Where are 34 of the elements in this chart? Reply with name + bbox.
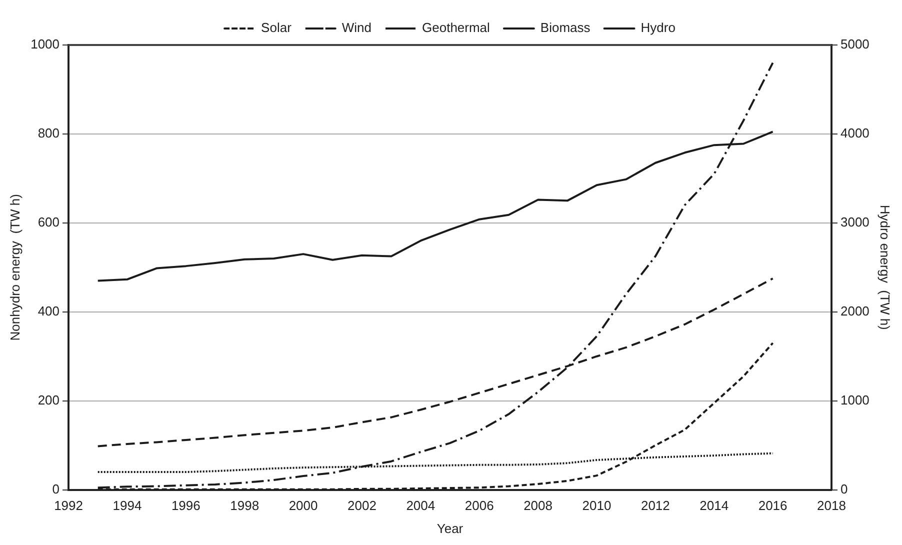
y2-tick-label: 5000 (840, 36, 870, 52)
x-tick-label: 2012 (640, 498, 670, 514)
y-axis-title: Nonhydro energy (TW h) (7, 194, 22, 341)
y2-tick-label: 4000 (840, 126, 870, 141)
y2-tick-label: 1000 (840, 392, 870, 408)
x-axis-title: Year (436, 520, 464, 536)
y2-tick-label: 0 (840, 481, 848, 496)
y2-tick-label: 2000 (840, 303, 870, 318)
x-tick-label: 2018 (817, 498, 846, 514)
x-tick-label: 2014 (700, 498, 729, 514)
x-tick-label: 2000 (288, 498, 318, 514)
x-tick-label: 2010 (582, 498, 612, 514)
x-tick-label: 2002 (348, 498, 376, 514)
x-tick-label: 1996 (171, 498, 200, 514)
x-tick-label: 2004 (406, 498, 436, 514)
y-tick-label: 800 (38, 126, 60, 141)
x-tick-label: 1994 (112, 498, 142, 514)
y2-axis-title: Hydro energy (TW h) (878, 204, 893, 330)
x-tick-label: 2006 (464, 498, 494, 514)
legend-label: Biomass (540, 20, 591, 36)
y-tick-label: 600 (38, 214, 60, 230)
y2-tick-label: 3000 (840, 214, 870, 230)
legend-label: Hydro (640, 20, 676, 36)
x-tick-label: 1998 (230, 498, 260, 514)
legend-label: Solar (261, 20, 292, 36)
y-tick-label: 0 (52, 481, 60, 496)
legend-label: Geothermal (422, 20, 490, 36)
x-tick-label: 1992 (54, 498, 83, 514)
y-tick-label: 200 (38, 392, 60, 408)
y-tick-label: 1000 (30, 36, 60, 52)
x-tick-label: 2008 (524, 498, 552, 514)
y-tick-label: 400 (38, 303, 60, 318)
x-tick-label: 2016 (758, 498, 788, 514)
legend-label: Wind (342, 20, 372, 36)
